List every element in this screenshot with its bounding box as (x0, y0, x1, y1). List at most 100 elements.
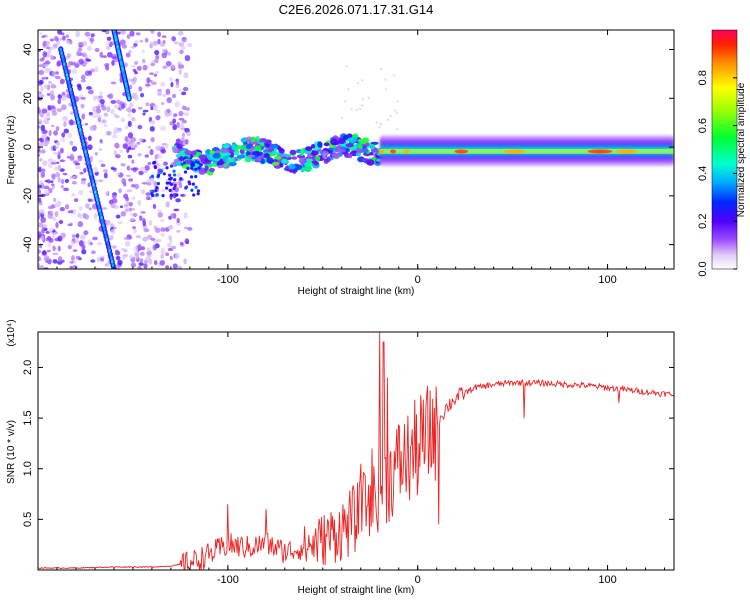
scatter-point (115, 214, 121, 219)
scatter-point (50, 183, 55, 186)
turbulent-blob (289, 149, 297, 155)
turbulent-blob (369, 151, 374, 156)
scatter-point (94, 152, 98, 156)
turbulent-blob (300, 167, 306, 173)
snr-frame (37, 331, 675, 571)
turbulent-blob (198, 154, 208, 160)
trace-1-core (107, 245, 110, 250)
scatter-point (156, 238, 162, 242)
scatter-point (135, 235, 142, 239)
scatter-point (81, 113, 86, 120)
scatter-point (139, 258, 144, 263)
turbulent-blob (184, 159, 194, 165)
scatter-point (144, 154, 149, 158)
turbulent-blob (217, 159, 225, 166)
scatter-point (43, 84, 49, 89)
scatter-point (384, 88, 388, 91)
turbulent-blob (161, 194, 165, 198)
scatter-point (72, 249, 78, 252)
scatter-point (160, 247, 165, 253)
scatter-point (157, 211, 163, 218)
scatter-point (56, 61, 61, 67)
scatter-point (66, 39, 70, 45)
scatter-point (104, 263, 109, 267)
scatter-point (165, 265, 170, 269)
scatter-point (70, 176, 75, 180)
scatter-point (118, 188, 122, 194)
scatter-point (152, 203, 157, 210)
turbulent-blob (266, 157, 275, 164)
scatter-point (38, 266, 43, 269)
spectrogram-panel: -100 0 100 -40 -20 0 20 40 Height of straight l… (6, 29, 675, 297)
scatter-point (57, 94, 62, 99)
scatter-point (101, 207, 108, 210)
scatter-point (134, 40, 139, 44)
scatter-point (140, 211, 146, 214)
scatter-point (150, 106, 154, 111)
turbulent-blob (322, 152, 327, 159)
scatter-point (178, 42, 185, 47)
turbulent-blob (366, 159, 375, 166)
turbulent-blob (304, 165, 312, 172)
scatter-point (80, 79, 87, 83)
scatter-point (39, 202, 43, 206)
scatter-point (181, 105, 187, 111)
scatter-point (110, 203, 117, 209)
turbulent-blob (156, 173, 161, 178)
scatter-point (176, 229, 181, 233)
scatter-point (53, 35, 59, 42)
scatter-point (86, 58, 92, 62)
scatter-point (142, 109, 149, 113)
scatter-point (138, 170, 144, 176)
scatter-point (178, 68, 182, 75)
scatter-point (395, 111, 398, 114)
scatter-point (52, 217, 57, 222)
scatter-point (131, 117, 136, 122)
scatter-point (59, 168, 65, 172)
scatter-point (347, 88, 350, 91)
scatter-point (51, 174, 56, 180)
trace-1-core (62, 58, 65, 63)
scatter-point (59, 159, 66, 163)
scatter-point (127, 132, 134, 139)
scatter-point (81, 249, 87, 255)
turbulent-blob (315, 155, 321, 161)
scatter-point (69, 266, 73, 269)
scatter-point (49, 180, 54, 184)
turbulent-blob (345, 143, 354, 148)
scatter-point (69, 40, 73, 45)
y-tick-label: 20 (22, 92, 34, 104)
scatter-point (133, 94, 139, 101)
scatter-point (41, 76, 46, 80)
scatter-point (42, 51, 48, 58)
scatter-point (106, 94, 112, 98)
turbulent-blob (192, 193, 196, 197)
scatter-point (127, 120, 132, 127)
turbulent-blob (337, 138, 346, 145)
scatter-point (138, 262, 144, 266)
chart-title: C2E6.2026.071.17.31.G14 (279, 2, 434, 17)
turbulent-blob (179, 177, 183, 181)
scatter-point (57, 235, 63, 242)
scatter-point (110, 81, 117, 85)
scatter-point (156, 154, 163, 159)
scatter-point (129, 102, 134, 108)
scatter-point (60, 32, 65, 36)
scatter-point (94, 66, 99, 73)
turbulent-blob (168, 188, 172, 192)
spectrogram-y-label: Frequency (Hz) (6, 116, 17, 185)
scatter-point (184, 55, 191, 62)
scatter-point (60, 147, 64, 154)
scatter-point (150, 136, 155, 143)
scatter-point (127, 146, 132, 151)
scatter-point (350, 108, 353, 111)
scatter-point (115, 154, 121, 159)
scatter-point (375, 121, 378, 124)
scatter-point (141, 246, 146, 251)
trace-1-core (102, 223, 105, 228)
scatter-point (150, 62, 155, 67)
turbulent-blob (165, 166, 169, 170)
scatter-point (80, 103, 85, 109)
colorbar-tick-label: 0.2 (697, 214, 709, 229)
scatter-point (137, 152, 142, 157)
